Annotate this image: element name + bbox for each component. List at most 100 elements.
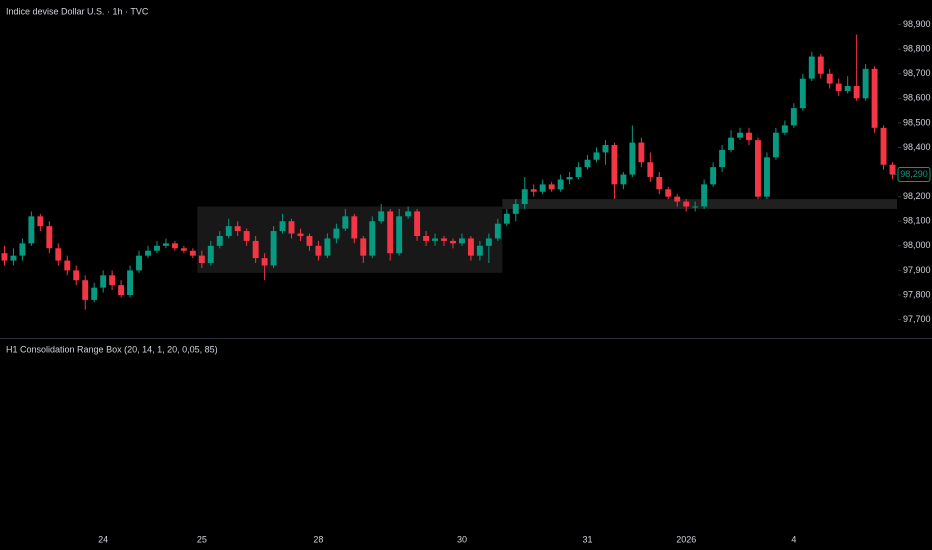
candle-body [521,189,528,205]
y-tick-label: 97,800 [903,289,931,299]
candle-body [288,221,295,234]
candle-body [880,127,887,165]
candle-body [351,216,358,239]
candle-body [136,255,142,271]
candle-body [692,206,699,208]
chart-title: Indice devise Dollar U.S. · 1h · TVC [6,6,149,16]
candle-body [405,211,412,217]
candle-body [82,280,89,300]
y-tick-label: 97,900 [903,265,931,275]
x-tick-label: 28 [313,534,323,544]
candle-body [100,275,107,288]
candle-body [109,275,116,286]
candle-body [315,245,322,256]
candle-body [279,221,286,232]
candle-body [369,221,376,256]
candle-body [853,86,860,99]
candle-body [719,149,726,168]
y-tick-label: 98,000 [903,240,931,250]
candle-body [593,152,600,160]
candle-body [396,216,403,254]
candle-body [799,78,806,109]
candle-body [665,189,672,197]
candle-body [746,132,752,141]
candle-body [360,238,367,256]
x-tick-label: 31 [583,534,593,544]
candle-body [261,258,268,266]
candle-body [467,238,474,256]
candle-body [1,253,8,261]
candle-body [638,142,645,163]
candle-body [844,86,851,91]
range-box [197,206,503,273]
y-tick-label: 98,200 [903,191,931,201]
candle-body [485,238,492,246]
candle-body [270,231,277,266]
range-box [502,199,897,209]
candle-body [763,157,770,197]
candle-body [46,226,53,249]
candle-body [378,211,385,222]
candle-body [306,235,313,246]
candle-body [826,73,833,84]
candle-body [728,137,735,150]
candle-body [701,184,708,207]
candle-body [414,211,421,236]
candle-body [458,238,465,244]
candle-body [790,108,797,126]
y-tick-label: 98,700 [903,68,931,78]
candle-body [620,174,627,185]
candle-body [127,270,134,295]
candle-body [180,248,187,251]
x-tick-label: 2026 [676,534,696,544]
candle-body [162,243,169,246]
candle-body [450,240,456,244]
candle-body [145,250,151,256]
candle-body [387,211,394,254]
candle-body [234,226,241,232]
last-price-box [897,167,931,183]
candle-body [683,201,690,207]
candle-body [871,68,878,128]
candle-body [333,228,340,239]
candle-body [602,145,609,153]
candle-body [575,167,582,177]
x-tick-label: 25 [197,534,207,544]
candle-body [91,287,98,300]
candle-body [629,142,636,175]
candle-body [19,243,26,256]
candle-body [755,140,761,197]
candle-body [216,235,223,246]
y-tick-label: 98,600 [903,93,931,103]
candle-body [154,245,160,251]
candle-body [539,184,546,192]
candle-body [530,189,537,192]
y-tick-label: 98,100 [903,216,931,226]
candle-body [73,270,80,281]
candle-body [817,56,824,74]
candle-body [207,245,214,264]
candle-body [566,176,573,180]
candle-body [647,162,654,177]
candle-body [37,216,44,227]
candle-body [297,233,304,236]
candle-body [737,132,743,138]
candle-body [324,238,331,256]
candle-body [889,164,896,175]
candle-body [476,245,483,256]
x-tick-label: 4 [791,534,796,544]
candle-body [584,159,591,168]
candle-body [198,255,205,264]
candle-body [835,83,842,91]
candle-body [656,176,663,190]
candle-body [342,216,349,229]
candle-body [611,145,618,185]
x-tick-label: 24 [98,534,108,544]
candle-body [862,68,869,99]
candle-body [781,125,788,133]
candle-body [10,255,17,261]
candle-body [441,238,447,241]
candle-body [423,235,430,241]
y-tick-label: 98,400 [903,142,931,152]
